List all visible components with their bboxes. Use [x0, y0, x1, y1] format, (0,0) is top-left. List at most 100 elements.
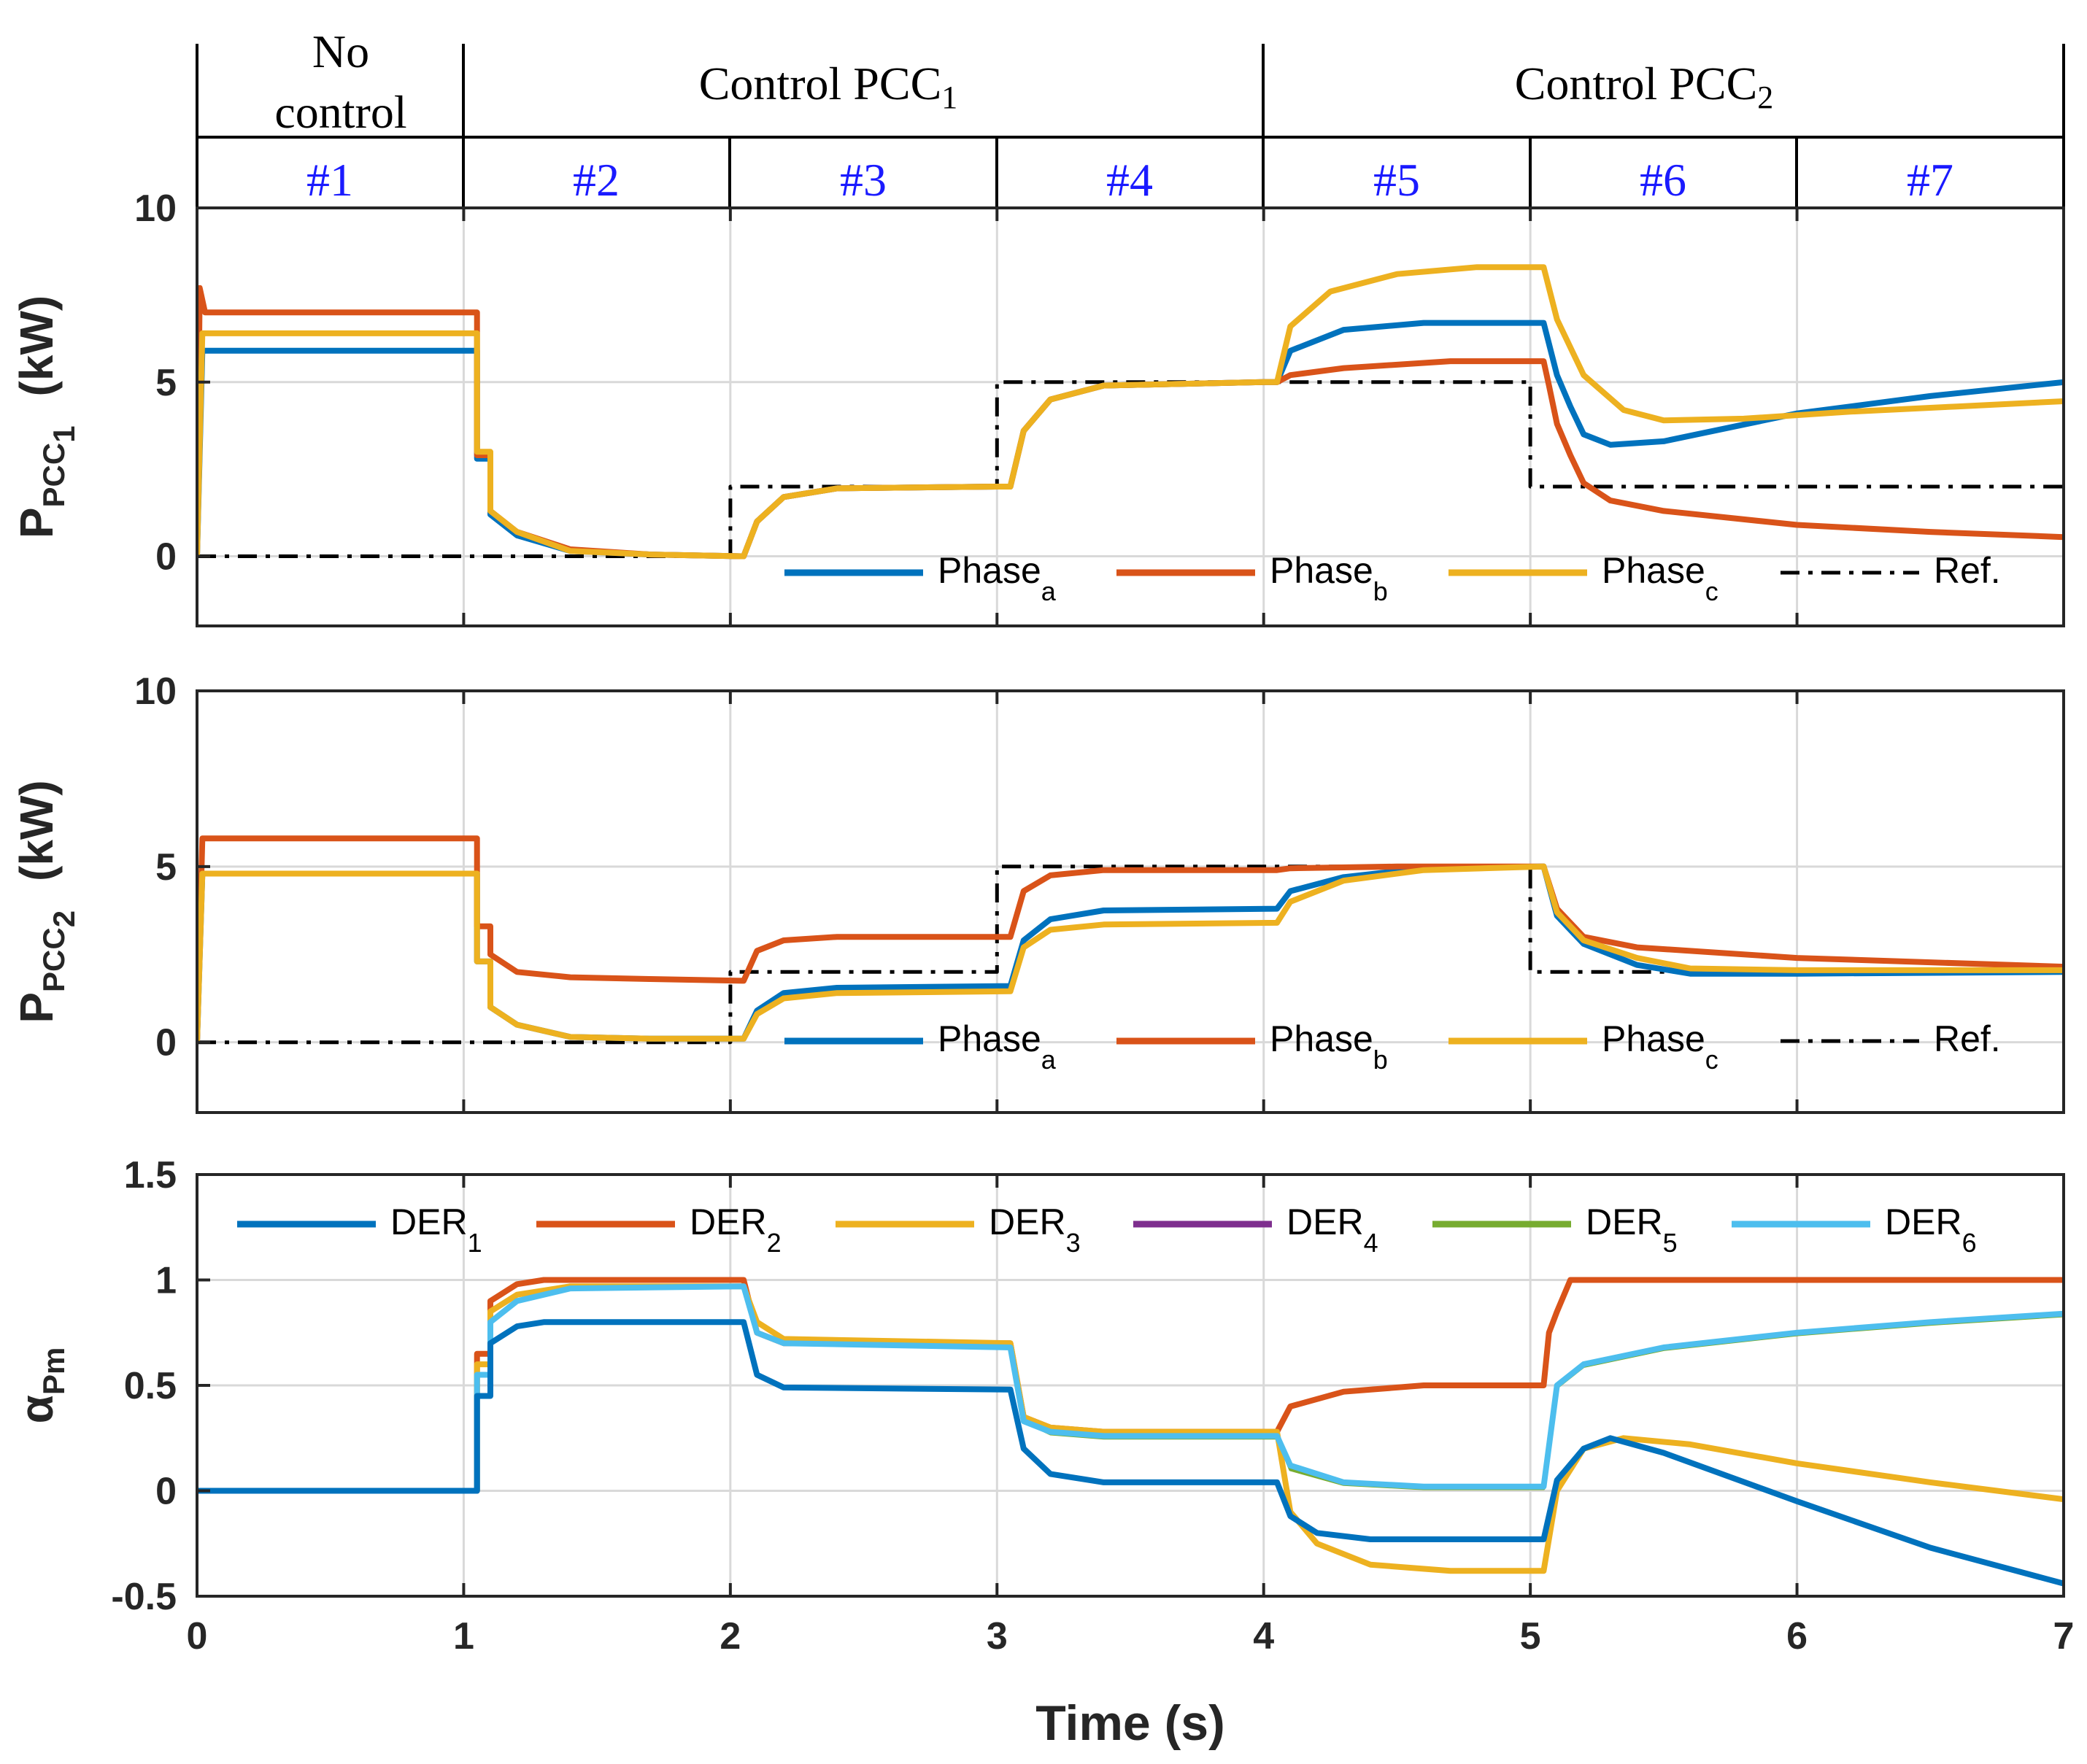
- legend-entry-text: DER: [690, 1202, 767, 1242]
- y-tick-label: 10: [134, 187, 177, 230]
- legend-entry-sub: c: [1705, 1045, 1718, 1075]
- header-no-control-line1: No: [312, 26, 369, 77]
- legend-entry-text: Ref.: [1934, 550, 2001, 591]
- y-tick-label: 5: [155, 362, 177, 404]
- y-axis-label-main: P: [10, 507, 63, 538]
- y-axis-label-subsub: 2: [47, 910, 81, 927]
- legend-entry-sub: 1: [468, 1228, 482, 1258]
- header-control-pcc2: Control PCC2: [1515, 58, 1774, 115]
- stage-label-3: #3: [840, 154, 887, 206]
- legend-entry-text: Phase: [1270, 1018, 1373, 1059]
- y-axis-label-unit: (kW): [10, 780, 63, 881]
- legend-entry-text: DER: [390, 1202, 468, 1242]
- y-tick-label: 5: [155, 846, 177, 889]
- legend-entry-text: DER: [1885, 1202, 1962, 1242]
- y-axis-label: αPm: [10, 1347, 71, 1424]
- y-tick-label: 0.5: [124, 1365, 177, 1407]
- legend-entry-text: Phase: [938, 1018, 1041, 1059]
- y-axis-label-sub: PCC: [36, 443, 71, 508]
- control-header: No control Control PCC1 Control PCC2 #1 …: [196, 26, 2065, 208]
- header-control-pcc2-sub: 2: [1757, 80, 1773, 115]
- series-group: [197, 264, 2064, 560]
- legend-entry-sub: b: [1373, 1045, 1388, 1075]
- header-control-pcc1-text: Control PCC: [699, 58, 942, 109]
- y-axis-label-main: α: [10, 1395, 63, 1423]
- x-tick-label: 1: [453, 1615, 474, 1657]
- stage-label-2: #2: [573, 154, 620, 206]
- y-axis-label-sub: Pm: [36, 1347, 71, 1395]
- legend-entry: Phaseb: [1270, 550, 1388, 606]
- y-axis-label: PPCC2 (kW): [10, 780, 81, 1023]
- legend-entry-text: DER: [989, 1202, 1066, 1242]
- stage-label-1: #1: [306, 154, 353, 206]
- legend-entry: DER2: [690, 1202, 782, 1258]
- y-tick-label: 0: [155, 1022, 177, 1064]
- legend-entry: DER6: [1885, 1202, 1977, 1258]
- series-line-ref-: [197, 380, 2064, 558]
- y-tick-label: 1.5: [124, 1154, 177, 1196]
- x-axis-label: Time (s): [1035, 1695, 1224, 1751]
- x-tick-label: 4: [1253, 1615, 1274, 1657]
- legend-entry: Ref.: [1934, 550, 2001, 591]
- legend-entry-sub: b: [1373, 576, 1388, 606]
- series-line-der-3: [197, 1283, 2064, 1574]
- legend-entry-text: Phase: [1602, 550, 1705, 591]
- legend-entry: Ref.: [1934, 1018, 2001, 1059]
- legend-entry: Phasec: [1602, 550, 1718, 606]
- legend-entry-text: DER: [1286, 1202, 1364, 1242]
- legend-entry-sub: 5: [1663, 1228, 1678, 1258]
- y-axis-label-subsub: 1: [47, 425, 81, 442]
- legend-entry-sub: a: [1041, 1045, 1057, 1075]
- legend-entry-sub: 2: [767, 1228, 782, 1258]
- stage-label-5: #5: [1373, 154, 1420, 206]
- legend-entry: DER4: [1286, 1202, 1378, 1258]
- series-group: [197, 1277, 2064, 1587]
- legend-entry: Phasea: [938, 550, 1057, 606]
- panel-alpha-pm: -0.500.511.50 1 2 3 4 5 6 7αPmDER1DER2DER3DER4D…: [10, 1154, 2074, 1657]
- x-tick-label: 7: [2053, 1615, 2075, 1657]
- x-tick-label: 5: [1520, 1615, 1541, 1657]
- legend-entry-sub: c: [1705, 576, 1718, 606]
- y-tick-label: -0.5: [111, 1576, 177, 1618]
- legend-entry: DER3: [989, 1202, 1081, 1258]
- y-axis-label: PPCC1 (kW): [10, 295, 81, 538]
- y-axis-label-unit: (kW): [10, 295, 63, 397]
- legend-entry: Phaseb: [1270, 1018, 1388, 1075]
- legend-entry-text: Ref.: [1934, 1018, 2001, 1059]
- legend-entry-sub: 6: [1962, 1228, 1977, 1258]
- x-tick-label: 2: [720, 1615, 741, 1657]
- y-tick-label: 1: [155, 1260, 177, 1302]
- x-tick-label: 6: [1786, 1615, 1808, 1657]
- legend-entry-text: Phase: [1602, 1018, 1705, 1059]
- legend-entry-sub: 3: [1066, 1228, 1081, 1258]
- header-control-pcc2-text: Control PCC: [1515, 58, 1758, 109]
- x-tick-label: 3: [987, 1615, 1008, 1657]
- series-line-der-1: [197, 1319, 2064, 1587]
- stage-label-6: #6: [1640, 154, 1686, 206]
- legend-entry: Phasec: [1602, 1018, 1718, 1075]
- legend-entry: Phasea: [938, 1018, 1057, 1075]
- stage-label-7: #7: [1907, 154, 1953, 206]
- series-group: [197, 835, 2064, 1045]
- legend-entry: DER5: [1586, 1202, 1678, 1258]
- series-line-phase-c: [197, 863, 2064, 1042]
- series-line-ref-: [197, 864, 2064, 1045]
- header-control-pcc1-sub: 1: [941, 80, 957, 115]
- y-axis-label-sub: PCC: [36, 927, 71, 992]
- series-line-der-6: [197, 1283, 2064, 1494]
- y-tick-label: 10: [134, 670, 177, 713]
- legend-entry-text: DER: [1586, 1202, 1663, 1242]
- axes-box: [196, 206, 2065, 627]
- header-control-pcc1: Control PCC1: [699, 58, 958, 115]
- legend-entry-sub: 4: [1364, 1228, 1378, 1258]
- y-tick-label: 0: [155, 536, 177, 579]
- y-tick-label: 0: [155, 1471, 177, 1513]
- axes-box: [196, 689, 2065, 1114]
- x-tick-label: 0: [187, 1615, 208, 1657]
